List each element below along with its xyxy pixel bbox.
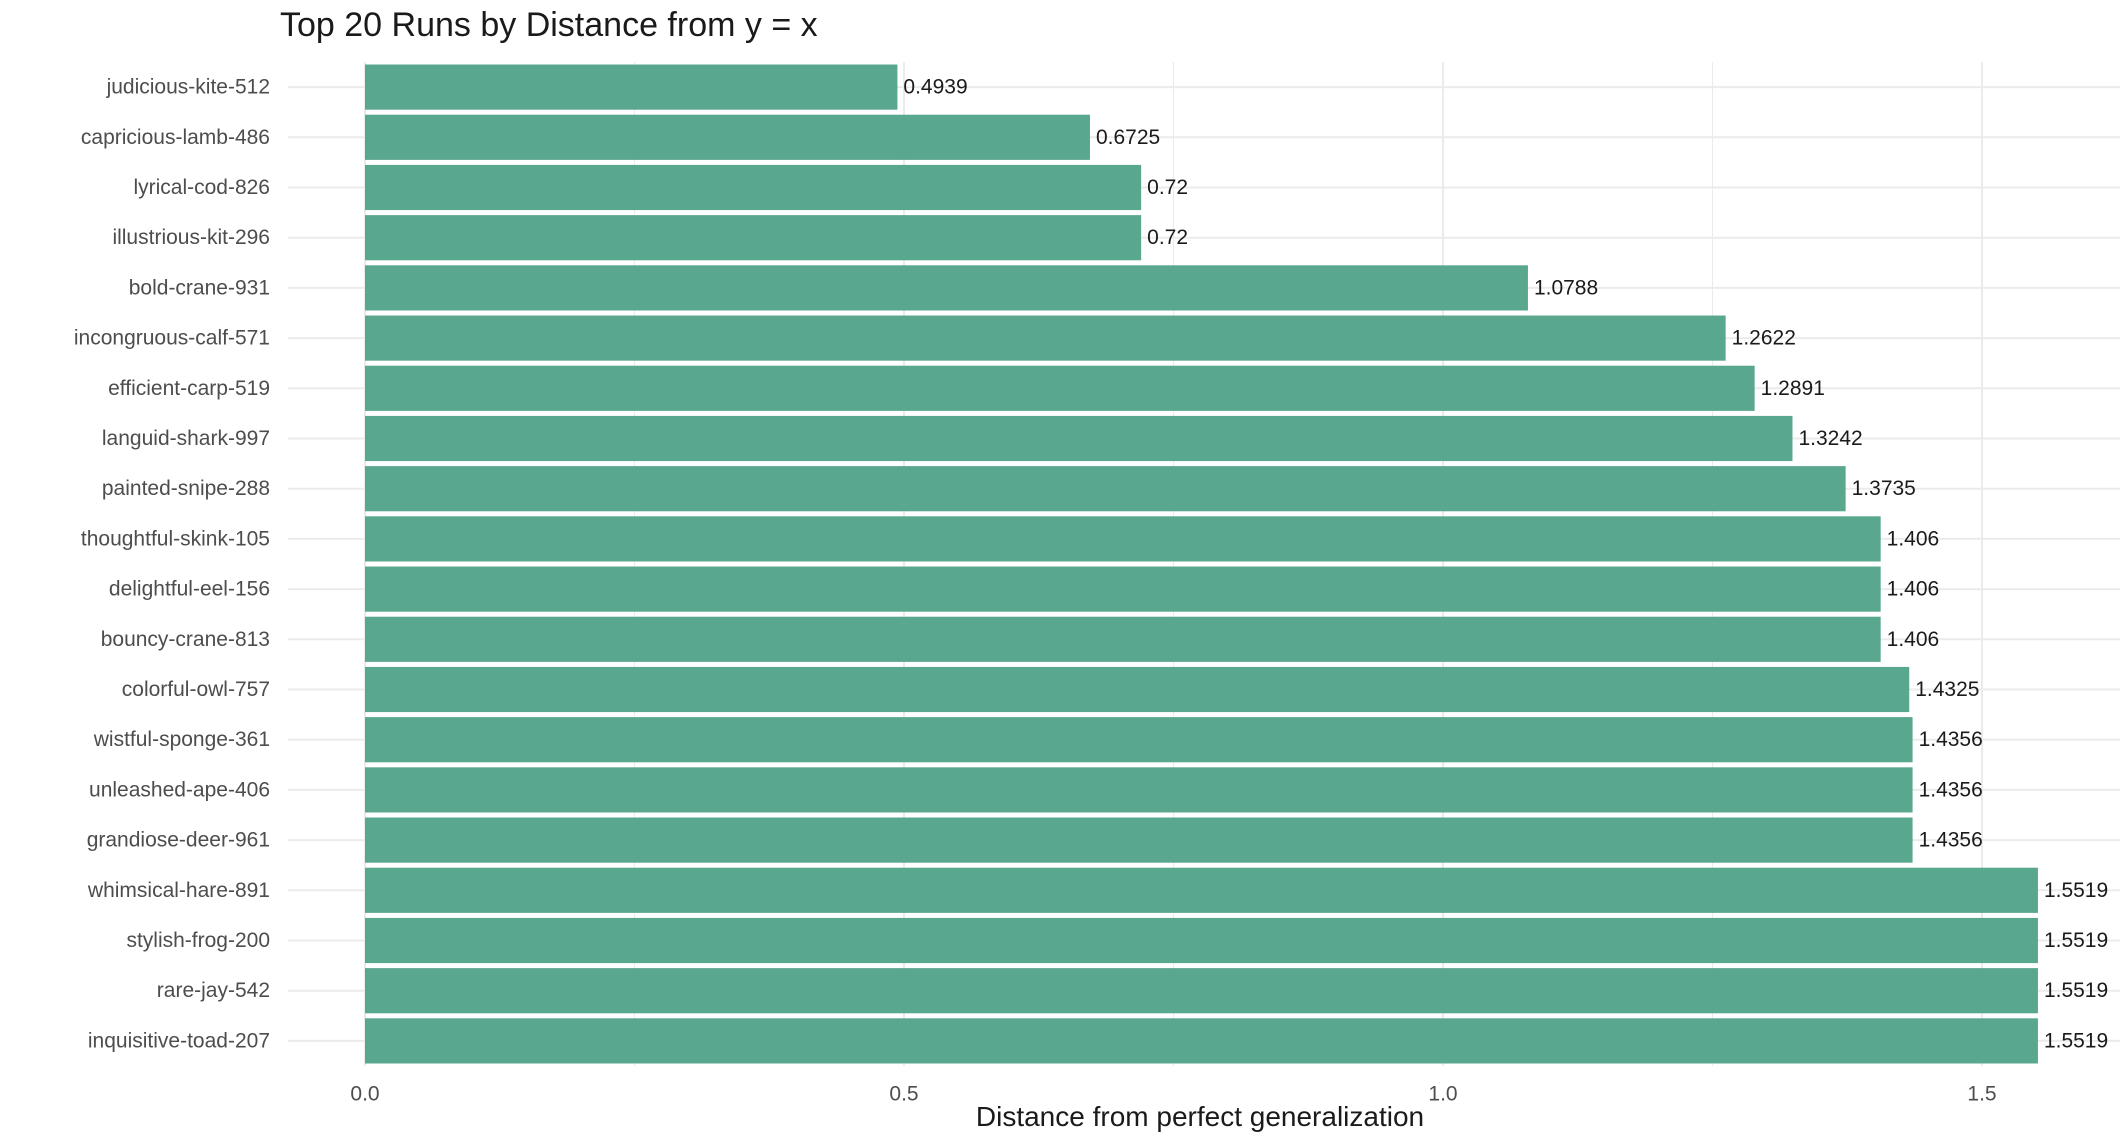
category-label: inquisitive-toad-207 xyxy=(88,1029,270,1052)
category-label: capricious-lamb-486 xyxy=(81,126,270,149)
bar-languid-shark-997 xyxy=(365,415,1793,462)
category-label: rare-jay-542 xyxy=(157,979,270,1002)
bar-whimsical-hare-891 xyxy=(365,867,2038,913)
value-label: 1.5519 xyxy=(2044,979,2108,1002)
value-label: 0.72 xyxy=(1147,176,1188,199)
category-label: wistful-sponge-361 xyxy=(93,728,270,751)
bar-illustrious-kit-296 xyxy=(365,215,1142,261)
x-tick-label: 1.0 xyxy=(1428,1083,1457,1106)
bar-painted-snipe-288 xyxy=(365,466,1846,512)
bar-delightful-eel-156 xyxy=(365,566,1881,612)
category-label: illustrious-kit-296 xyxy=(112,226,270,249)
chart-title: Top 20 Runs by Distance from y = x xyxy=(280,6,818,44)
value-label: 1.406 xyxy=(1887,527,1940,550)
bar-incongruous-calf-571 xyxy=(365,315,1726,361)
label-layer: judicious-kite-512 0.4939 capricious-lamb-… xyxy=(74,76,2108,1053)
value-label: 1.5519 xyxy=(2044,929,2108,952)
value-label: 1.3242 xyxy=(1798,427,1862,450)
x-tick-label: 1.5 xyxy=(1967,1083,1996,1106)
category-label: incongruous-calf-571 xyxy=(74,327,270,350)
category-label: judicious-kite-512 xyxy=(106,76,270,99)
axis-layer: 0.0 0.5 1.0 1.5 xyxy=(350,1083,1996,1106)
grid-layer xyxy=(288,62,2120,1066)
category-label: unleashed-ape-406 xyxy=(89,778,270,801)
value-label: 1.4356 xyxy=(1919,829,1983,852)
value-label: 0.72 xyxy=(1147,226,1188,249)
category-label: grandiose-deer-961 xyxy=(87,829,270,852)
x-tick-label: 0.5 xyxy=(889,1083,918,1106)
bar-colorful-owl-757 xyxy=(365,666,1910,713)
category-label: bouncy-crane-813 xyxy=(101,628,270,651)
value-label: 1.2622 xyxy=(1732,327,1796,350)
bar-unleashed-ape-406 xyxy=(365,767,1913,813)
bar-layer xyxy=(365,64,2038,1064)
value-label: 1.2891 xyxy=(1761,377,1825,400)
category-label: lyrical-cod-826 xyxy=(133,176,270,199)
bar-judicious-kite-512 xyxy=(365,64,898,110)
category-label: stylish-frog-200 xyxy=(126,929,270,952)
value-label: 1.4356 xyxy=(1919,778,1983,801)
category-label: whimsical-hare-891 xyxy=(87,879,270,902)
bar-wistful-sponge-361 xyxy=(365,717,1913,763)
value-label: 0.6725 xyxy=(1096,126,1160,149)
value-label: 1.4356 xyxy=(1919,728,1983,751)
category-label: bold-crane-931 xyxy=(129,276,270,299)
bar-grandiose-deer-961 xyxy=(365,817,1913,863)
value-label: 1.5519 xyxy=(2044,879,2108,902)
bar-rare-jay-542 xyxy=(365,968,2038,1014)
category-label: painted-snipe-288 xyxy=(102,477,270,500)
bar-lyrical-cod-826 xyxy=(365,164,1142,211)
bar-efficient-carp-519 xyxy=(365,365,1755,411)
x-axis-title: Distance from perfect generalization xyxy=(976,1101,1424,1132)
bar-capricious-lamb-486 xyxy=(365,114,1090,160)
x-tick-label: 0.0 xyxy=(350,1083,379,1106)
category-label: colorful-owl-757 xyxy=(122,678,270,701)
bar-bouncy-crane-813 xyxy=(365,616,1881,662)
category-label: thoughtful-skink-105 xyxy=(81,527,270,550)
value-label: 1.4325 xyxy=(1915,678,1979,701)
value-label: 1.406 xyxy=(1887,578,1940,601)
value-label: 0.4939 xyxy=(903,76,967,99)
bar-stylish-frog-200 xyxy=(365,917,2038,964)
value-label: 1.406 xyxy=(1887,628,1940,651)
category-label: delightful-eel-156 xyxy=(109,578,270,601)
bar-thoughtful-skink-105 xyxy=(365,516,1881,562)
bar-inquisitive-toad-207 xyxy=(365,1018,2038,1064)
category-label: efficient-carp-519 xyxy=(108,377,270,400)
value-label: 1.5519 xyxy=(2044,1029,2108,1052)
category-label: languid-shark-997 xyxy=(102,427,270,450)
bar-bold-crane-931 xyxy=(365,265,1528,311)
value-label: 1.0788 xyxy=(1534,276,1598,299)
value-label: 1.3735 xyxy=(1852,477,1916,500)
